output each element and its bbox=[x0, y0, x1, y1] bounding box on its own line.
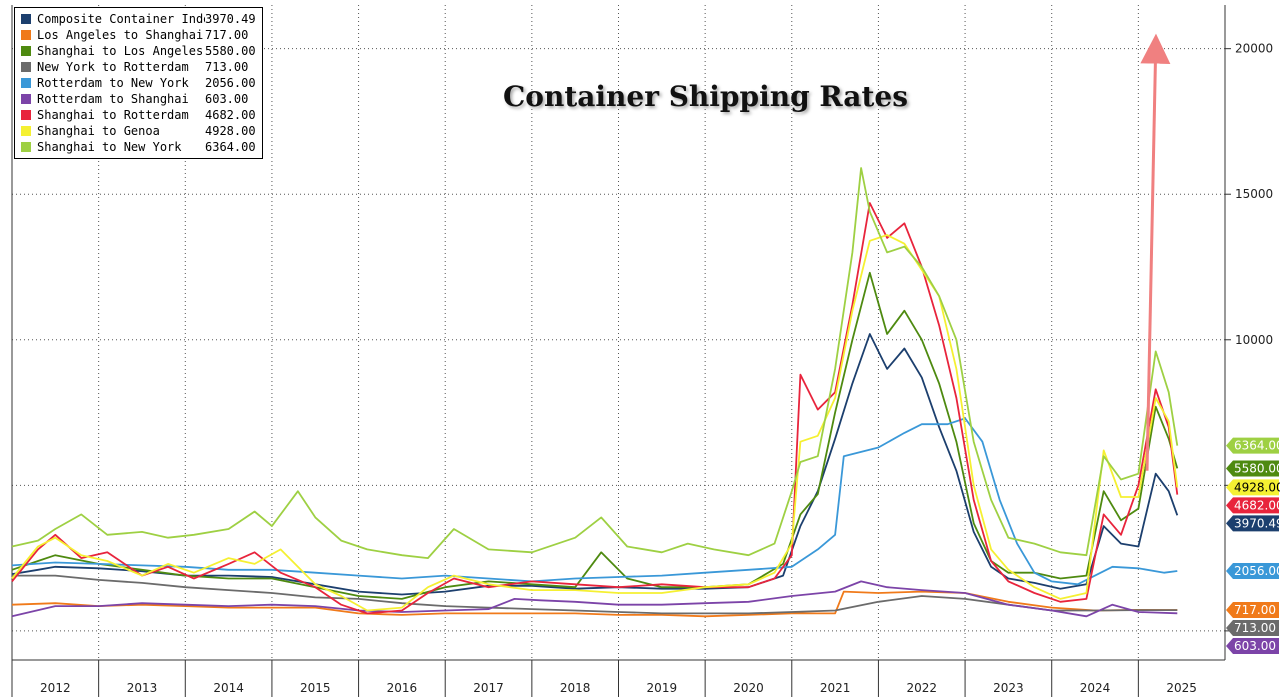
series-line-shanghai-to-los-angeles bbox=[11, 271, 1179, 600]
legend-entry: Shanghai to Genoa 4928.00 bbox=[21, 123, 256, 139]
value-label-text: 5580.00 bbox=[1234, 461, 1280, 475]
value-label-shanghai-to-new-york: 6364.00 bbox=[1226, 437, 1280, 454]
legend-swatch bbox=[21, 110, 31, 120]
annotation-arrow bbox=[1140, 33, 1171, 471]
x-tick-label: 2019 bbox=[647, 681, 678, 695]
x-tick-label: 2014 bbox=[213, 681, 244, 695]
value-label-shanghai-to-genoa: 4928.00 bbox=[1226, 479, 1280, 496]
value-label-los-angeles-to-shanghai: 717.00 bbox=[1226, 602, 1279, 619]
value-label-new-york-to-rotterdam: 713.00 bbox=[1226, 620, 1279, 637]
legend-value: 3970.49 bbox=[205, 12, 256, 26]
value-label-composite-container-index: 3970.49 bbox=[1226, 515, 1280, 532]
x-tick-label: 2024 bbox=[1080, 681, 1111, 695]
value-label-text: 717.00 bbox=[1234, 603, 1276, 617]
value-label-shanghai-to-los-angeles: 5580.00 bbox=[1226, 460, 1280, 477]
value-label-text: 6364.00 bbox=[1234, 439, 1280, 453]
legend-label: Rotterdam to New York bbox=[37, 76, 189, 90]
x-tick-label: 2013 bbox=[127, 681, 158, 695]
legend-value: 4682.00 bbox=[205, 108, 256, 122]
legend-label: Shanghai to Genoa bbox=[37, 124, 160, 138]
value-label-box bbox=[1226, 563, 1279, 580]
chart-title: Container Shipping Rates bbox=[503, 80, 908, 113]
value-label-box bbox=[1226, 602, 1279, 619]
legend-entry: Los Angeles to Shanghai 717.00 bbox=[21, 27, 256, 43]
value-label-text: 3970.49 bbox=[1234, 516, 1280, 530]
legend-value: 5580.00 bbox=[205, 44, 256, 58]
legend-value: 603.00 bbox=[205, 92, 249, 106]
x-tick-label: 2025 bbox=[1166, 681, 1197, 695]
legend-value: 6364.00 bbox=[205, 140, 256, 154]
series-line-shanghai-to-rotterdam bbox=[11, 202, 1179, 615]
x-tick-label: 2015 bbox=[300, 681, 331, 695]
legend-entry: Rotterdam to Shanghai 603.00 bbox=[21, 91, 256, 107]
series-line-new-york-to-rotterdam bbox=[12, 574, 1178, 615]
x-tick-label: 2021 bbox=[820, 681, 851, 695]
value-label-rotterdam-to-new-york: 2056.00 bbox=[1226, 563, 1280, 580]
series-line-rotterdam-to-shanghai bbox=[11, 580, 1178, 618]
legend-swatch bbox=[21, 126, 31, 136]
value-labels: 6364.00 5580.00 4928.00 4682.00 3970.49 2056.… bbox=[1226, 437, 1280, 655]
value-label-box bbox=[1226, 437, 1279, 454]
legend-value: 713.00 bbox=[205, 60, 249, 74]
series-line-composite-container-index bbox=[11, 333, 1179, 596]
legend-label: New York to Rotterdam bbox=[37, 60, 189, 74]
series-line-rotterdam-to-new-york bbox=[11, 417, 1178, 586]
value-label-box bbox=[1226, 620, 1279, 637]
y-tick-label: 20000 bbox=[1235, 42, 1273, 56]
value-label-text: 4928.00 bbox=[1234, 480, 1280, 494]
legend-value: 2056.00 bbox=[205, 76, 256, 90]
y-tick-label: 15000 bbox=[1235, 187, 1273, 201]
x-tick-label: 2017 bbox=[473, 681, 504, 695]
legend-value: 4928.00 bbox=[205, 124, 256, 138]
legend-swatch bbox=[21, 94, 31, 104]
value-label-rotterdam-to-shanghai: 603.00 bbox=[1226, 638, 1279, 655]
legend-label: Composite Container Index bbox=[37, 12, 205, 26]
y-tick-label: 10000 bbox=[1235, 333, 1273, 347]
x-tick-label: 2016 bbox=[387, 681, 418, 695]
value-label-text: 713.00 bbox=[1234, 621, 1276, 635]
legend: Composite Container Index 3970.49 Los Ange… bbox=[14, 7, 263, 159]
legend-value: 717.00 bbox=[205, 28, 249, 42]
legend-swatch bbox=[21, 46, 31, 56]
series-lines bbox=[11, 167, 1179, 618]
x-tick-label: 2020 bbox=[733, 681, 764, 695]
legend-entry: Shanghai to New York 6364.00 bbox=[21, 139, 256, 155]
value-label-box bbox=[1226, 479, 1279, 496]
arrow-line bbox=[1140, 33, 1171, 471]
value-label-box bbox=[1226, 460, 1279, 477]
value-label-box bbox=[1226, 497, 1279, 514]
legend-label: Los Angeles to Shanghai bbox=[37, 28, 204, 42]
x-tick-label: 2022 bbox=[906, 681, 937, 695]
legend-entry: New York to Rotterdam 713.00 bbox=[21, 59, 256, 75]
value-label-box bbox=[1226, 638, 1279, 655]
legend-swatch bbox=[21, 78, 31, 88]
legend-entry: Shanghai to Rotterdam 4682.00 bbox=[21, 107, 256, 123]
legend-swatch bbox=[21, 30, 31, 40]
legend-swatch bbox=[21, 62, 31, 72]
legend-swatch bbox=[21, 142, 31, 152]
x-tick-label: 2012 bbox=[40, 681, 71, 695]
series-line-shanghai-to-genoa bbox=[11, 234, 1179, 612]
value-label-text: 4682.00 bbox=[1234, 498, 1280, 512]
series-line-los-angeles-to-shanghai bbox=[11, 590, 1178, 618]
value-label-box bbox=[1226, 515, 1279, 532]
legend-entry: Shanghai to Los Angeles 5580.00 bbox=[21, 43, 256, 59]
legend-label: Shanghai to Los Angeles bbox=[37, 44, 204, 58]
legend-entry: Composite Container Index 3970.49 bbox=[21, 11, 256, 27]
value-label-text: 603.00 bbox=[1234, 639, 1276, 653]
legend-label: Shanghai to New York bbox=[37, 140, 182, 154]
axes: 0500010000150002000020122013201420152016… bbox=[11, 5, 1273, 697]
legend-label: Rotterdam to Shanghai bbox=[37, 92, 189, 106]
value-label-text: 2056.00 bbox=[1234, 564, 1280, 578]
x-tick-label: 2023 bbox=[993, 681, 1024, 695]
value-label-shanghai-to-rotterdam: 4682.00 bbox=[1226, 497, 1280, 514]
legend-entry: Rotterdam to New York 2056.00 bbox=[21, 75, 256, 91]
series-line-shanghai-to-new-york bbox=[11, 167, 1179, 559]
legend-swatch bbox=[21, 14, 31, 24]
x-tick-label: 2018 bbox=[560, 681, 591, 695]
legend-label: Shanghai to Rotterdam bbox=[37, 108, 189, 122]
